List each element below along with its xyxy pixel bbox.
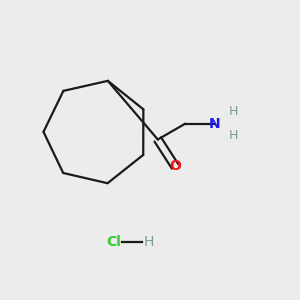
Text: N: N — [209, 117, 220, 130]
Text: H: H — [143, 235, 154, 248]
Text: H: H — [229, 105, 238, 118]
Text: Cl: Cl — [106, 235, 122, 248]
Text: H: H — [229, 129, 238, 142]
Text: O: O — [169, 160, 181, 173]
